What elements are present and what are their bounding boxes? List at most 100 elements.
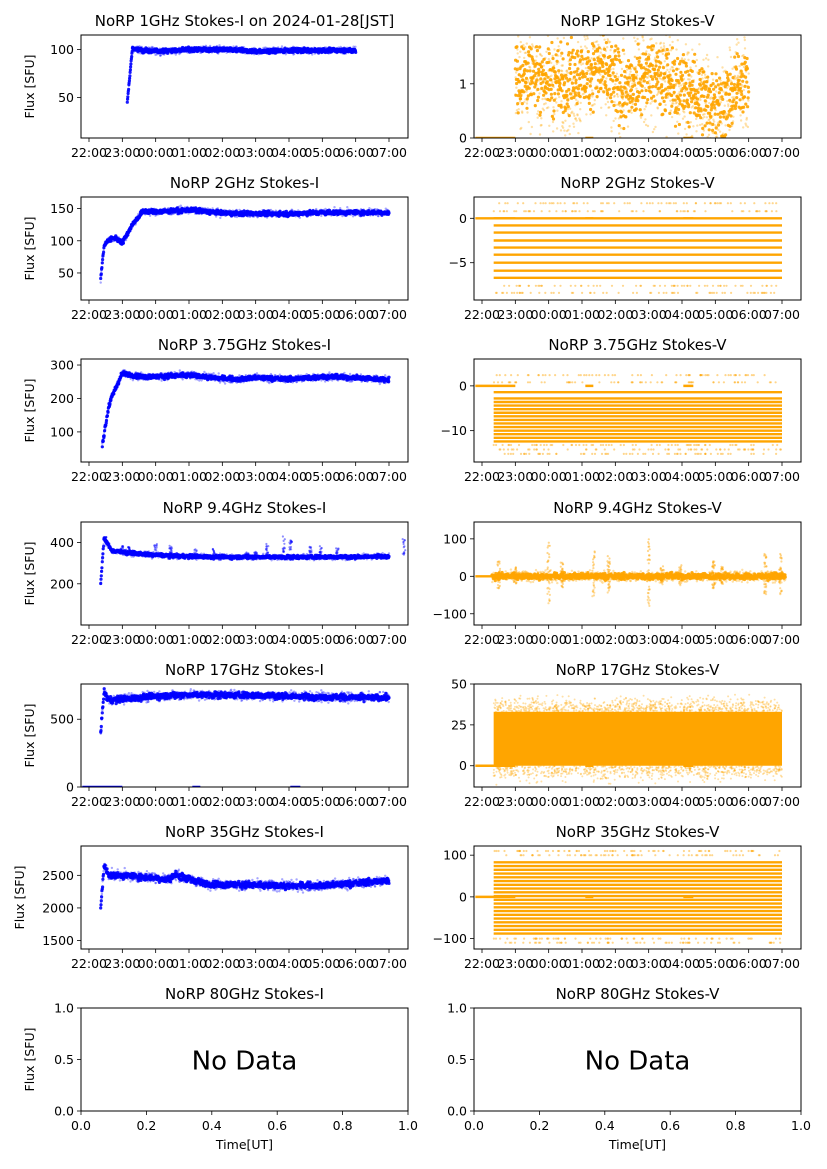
data-point xyxy=(539,124,542,127)
data-point xyxy=(732,96,736,99)
data-point xyxy=(526,94,530,98)
data-point xyxy=(686,120,690,124)
data-point xyxy=(656,68,660,72)
x-tick-label: 04:00 xyxy=(271,145,307,160)
data-point xyxy=(124,238,128,242)
data-point xyxy=(576,40,580,44)
data-point xyxy=(720,95,724,99)
data-point xyxy=(745,56,749,61)
data-point xyxy=(734,67,739,71)
panel-title: NoRP 2GHz Stokes-I xyxy=(170,174,319,192)
data-point xyxy=(618,101,622,105)
data-point xyxy=(626,59,631,63)
data-point xyxy=(704,87,708,91)
data-point xyxy=(571,92,574,95)
data-point xyxy=(580,31,583,34)
data-point xyxy=(125,100,129,104)
data-point xyxy=(588,30,590,32)
data-point xyxy=(699,116,703,120)
data-point xyxy=(746,125,750,129)
data-point xyxy=(670,115,674,119)
data-point xyxy=(159,54,162,58)
data-point xyxy=(551,56,555,61)
data-point xyxy=(704,76,707,79)
data-point xyxy=(734,87,737,90)
data-point xyxy=(741,79,745,83)
data-point xyxy=(644,105,648,108)
data-point xyxy=(563,81,567,85)
data-point xyxy=(659,41,663,44)
data-point xyxy=(99,276,103,281)
data-point xyxy=(564,106,568,110)
data-point xyxy=(518,97,523,101)
data-point xyxy=(569,71,573,75)
data-point xyxy=(529,47,533,51)
data-point xyxy=(525,90,528,93)
data-point xyxy=(629,88,634,92)
data-point xyxy=(629,67,632,71)
data-point xyxy=(628,98,631,102)
data-point xyxy=(556,37,559,40)
data-point xyxy=(698,123,702,127)
data-point xyxy=(583,35,586,38)
data-point xyxy=(588,84,592,88)
data-point xyxy=(724,112,728,115)
data-point xyxy=(622,109,625,112)
data-point xyxy=(235,45,238,48)
x-tick-label: 03:00 xyxy=(631,145,667,160)
data-point xyxy=(632,81,636,85)
data-point xyxy=(298,216,301,219)
data-point xyxy=(688,121,691,125)
data-point xyxy=(536,87,540,91)
data-point xyxy=(675,101,678,104)
data-point xyxy=(661,48,665,52)
data-point xyxy=(669,49,673,52)
data-point xyxy=(687,73,691,77)
y-axis-label: Flux [SFU] xyxy=(22,55,37,119)
data-point xyxy=(633,81,637,85)
data-point xyxy=(104,244,108,247)
data-point xyxy=(746,6,748,8)
data-point xyxy=(710,84,713,87)
data-point xyxy=(599,51,602,54)
data-point xyxy=(587,101,591,105)
x-tick-label: 22:00 xyxy=(71,145,107,160)
data-point xyxy=(695,97,700,101)
data-point xyxy=(612,90,616,94)
data-point xyxy=(627,84,630,87)
data-point xyxy=(523,84,527,88)
data-point xyxy=(728,78,731,81)
data-point xyxy=(121,241,125,245)
data-point xyxy=(612,86,617,90)
data-point xyxy=(721,97,725,101)
data-point xyxy=(532,77,535,81)
data-point xyxy=(664,103,667,107)
data-point xyxy=(519,50,522,53)
data-point xyxy=(640,84,644,88)
data-point xyxy=(665,47,669,52)
data-point xyxy=(645,81,650,85)
data-point xyxy=(600,106,603,110)
data-point xyxy=(663,47,666,50)
data-point xyxy=(668,44,672,47)
data-point xyxy=(729,55,733,59)
data-point xyxy=(670,104,674,108)
x-tick-label: 00:00 xyxy=(531,145,567,160)
data-point xyxy=(612,63,616,67)
data-point xyxy=(552,109,556,113)
data-point xyxy=(632,73,636,77)
data-point xyxy=(524,81,528,85)
data-point xyxy=(527,80,530,84)
data-point xyxy=(608,56,611,59)
data-point xyxy=(218,44,221,47)
data-point xyxy=(711,100,716,104)
data-point xyxy=(544,73,548,77)
data-point xyxy=(703,112,706,116)
data-point xyxy=(674,84,677,87)
data-point xyxy=(651,77,655,81)
data-point xyxy=(670,76,673,80)
data-point xyxy=(544,102,547,105)
data-point xyxy=(595,40,599,43)
data-point xyxy=(639,77,643,81)
data-point xyxy=(559,78,562,81)
